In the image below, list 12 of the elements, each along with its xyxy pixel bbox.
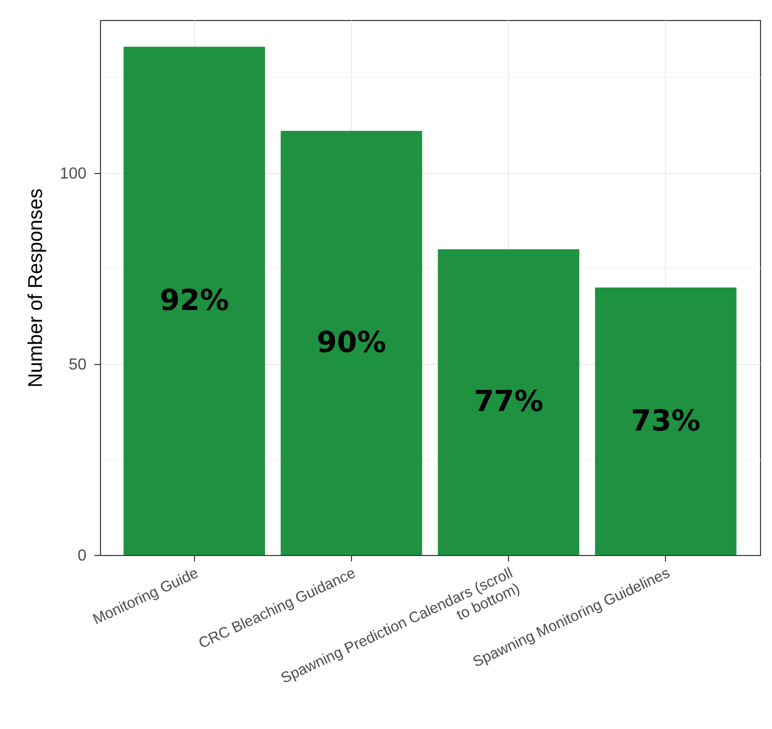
annotation: 77%	[474, 384, 544, 418]
bar	[595, 288, 736, 555]
y-tick-label: 0	[78, 548, 87, 564]
y-axis-title: Number of Responses	[24, 188, 47, 388]
y-tick-label: 100	[60, 165, 87, 182]
bar	[280, 130, 422, 555]
annotation: 92%	[160, 282, 229, 317]
bar	[438, 249, 580, 555]
y-tick-label: 50	[68, 356, 87, 374]
bar	[124, 46, 265, 555]
annotation: 73%	[631, 403, 700, 438]
annotation: 90%	[316, 324, 386, 359]
